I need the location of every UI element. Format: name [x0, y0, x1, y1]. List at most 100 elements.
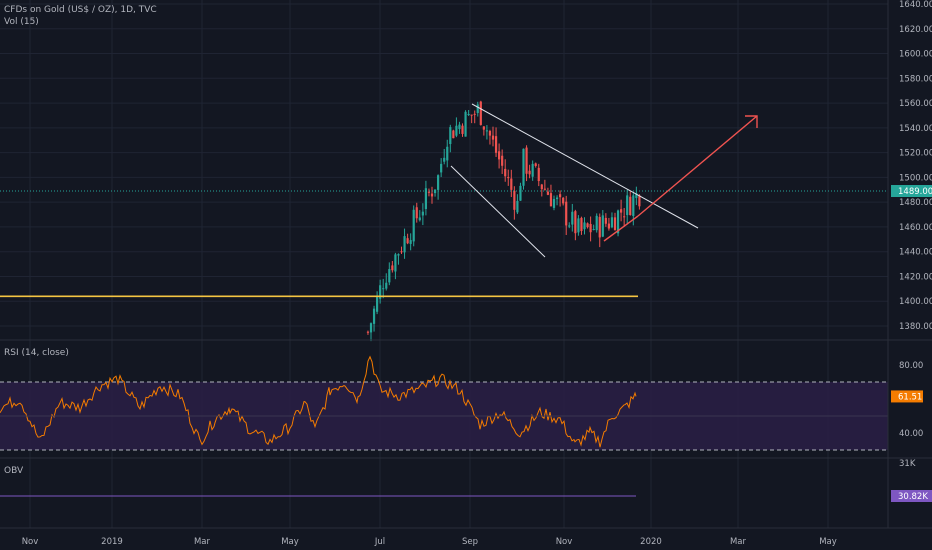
time-tick-label: Nov	[556, 537, 573, 547]
lower-trendline[interactable]	[450, 165, 546, 258]
candle-body	[482, 126, 485, 130]
candle-body	[562, 197, 565, 204]
rsi-tag-label: 61.51	[898, 392, 922, 402]
candle-body	[491, 135, 495, 140]
rsi-label[interactable]: RSI (14, close)	[4, 348, 69, 358]
candle-body	[452, 130, 455, 139]
candle-body	[525, 147, 528, 174]
time-tick-label: Mar	[194, 537, 211, 547]
time-tick-label: Mar	[730, 537, 747, 547]
candle-body	[559, 194, 562, 198]
candles	[366, 100, 641, 342]
price-tick-label: 1440.00	[899, 248, 932, 258]
time-tick-label: Jul	[374, 537, 385, 547]
candle-body	[613, 217, 617, 231]
time-tick-label: 2019	[101, 537, 123, 547]
rsi-pane[interactable]	[0, 355, 888, 451]
candle-body	[601, 215, 604, 237]
candle-body	[516, 200, 519, 213]
candle-body	[565, 201, 568, 226]
pane-dividers[interactable]	[0, 0, 932, 529]
upper-trendline[interactable]	[471, 103, 699, 229]
candle-body	[635, 193, 638, 199]
candle-body	[638, 195, 641, 207]
candle-body	[403, 236, 406, 253]
candle-body	[598, 216, 601, 238]
time-tick-label: May	[281, 537, 299, 547]
candle-body	[528, 170, 531, 175]
candle-body	[632, 195, 635, 216]
obv-axis-label: 31K	[899, 459, 916, 469]
candle-body	[443, 157, 446, 162]
candle-body	[522, 148, 525, 186]
candle-body	[372, 308, 376, 324]
main-legend[interactable]: CFDs on Gold (US$ / OZ), 1D, TVC Vol (15…	[4, 4, 157, 28]
candle-body	[574, 211, 577, 234]
price-pane[interactable]	[0, 100, 888, 342]
candle-body	[504, 168, 507, 177]
candle-body	[510, 178, 513, 190]
candle-body	[552, 198, 556, 208]
candle-body	[604, 217, 607, 224]
price-tick-label: 1460.00	[899, 223, 932, 233]
rsi-tick-label: 40.00	[899, 429, 923, 439]
price-tag-label: 1489.00	[898, 187, 932, 197]
obv-axis[interactable]: 31K 30.82K	[891, 459, 932, 502]
candle-body	[485, 130, 489, 132]
candle-body	[595, 215, 598, 231]
obv-tag-bg	[891, 490, 932, 502]
arrow-shaft	[637, 115, 758, 217]
candle-body	[568, 225, 571, 227]
candle-body	[418, 217, 421, 221]
candle-body	[592, 229, 595, 231]
candle-body	[534, 163, 537, 167]
price-tag-bg	[891, 185, 932, 198]
rising-trendline[interactable]	[603, 215, 639, 242]
price-tick-label: 1560.00	[899, 99, 932, 109]
candle-body	[449, 127, 452, 145]
candle-body	[540, 184, 543, 190]
candle-body	[464, 111, 467, 137]
vol-label[interactable]: Vol (15)	[4, 17, 39, 27]
candle-body	[376, 296, 379, 312]
candle-body	[394, 254, 397, 272]
rsi-legend[interactable]: RSI (14, close)	[4, 347, 69, 359]
candle-body	[412, 209, 415, 242]
candle-body	[626, 195, 629, 216]
candle-body	[369, 323, 373, 333]
price-axis[interactable]: 1640.00 1620.00 1600.00 1580.00 1560.00 1540.…	[891, 0, 932, 332]
time-tick-label: Sep	[462, 537, 478, 547]
rsi-tag-bg	[891, 390, 923, 403]
candle-body	[388, 269, 391, 283]
symbol-title[interactable]: CFDs on Gold (US$ / OZ), 1D, TVC	[4, 5, 157, 15]
candle-body	[415, 207, 418, 219]
candle-body	[430, 193, 434, 197]
candle-body	[546, 191, 550, 195]
price-tick-label: 1600.00	[899, 50, 932, 60]
candle-body	[400, 251, 403, 253]
obv-legend[interactable]: OBV	[4, 465, 23, 477]
rsi-axis[interactable]: 80.00 40.00 61.51	[891, 361, 923, 439]
candle-body	[507, 177, 510, 179]
projection-arrow[interactable]	[637, 115, 758, 217]
candle-body	[382, 288, 385, 290]
candle-body	[391, 265, 394, 271]
candle-body	[461, 125, 464, 134]
obv-label[interactable]: OBV	[4, 466, 24, 476]
candle-body	[555, 197, 559, 200]
candle-body	[437, 175, 440, 190]
candle-body	[488, 130, 492, 136]
price-tick-label: 1540.00	[899, 124, 932, 134]
time-tick-label: 2020	[640, 537, 662, 547]
time-axis[interactable]: Nov 2019 Mar May Jul Sep Nov 2020 Mar May	[22, 537, 837, 547]
time-tick-label: Nov	[22, 537, 39, 547]
price-tick-label: 1640.00	[899, 0, 932, 10]
obv-tag-label: 30.82K	[898, 492, 928, 502]
candle-body	[470, 114, 473, 116]
price-tick-label: 1620.00	[899, 25, 932, 35]
candle-body	[580, 217, 583, 232]
candle-body	[455, 125, 458, 136]
candle-body	[479, 101, 482, 125]
candle-body	[589, 223, 592, 233]
